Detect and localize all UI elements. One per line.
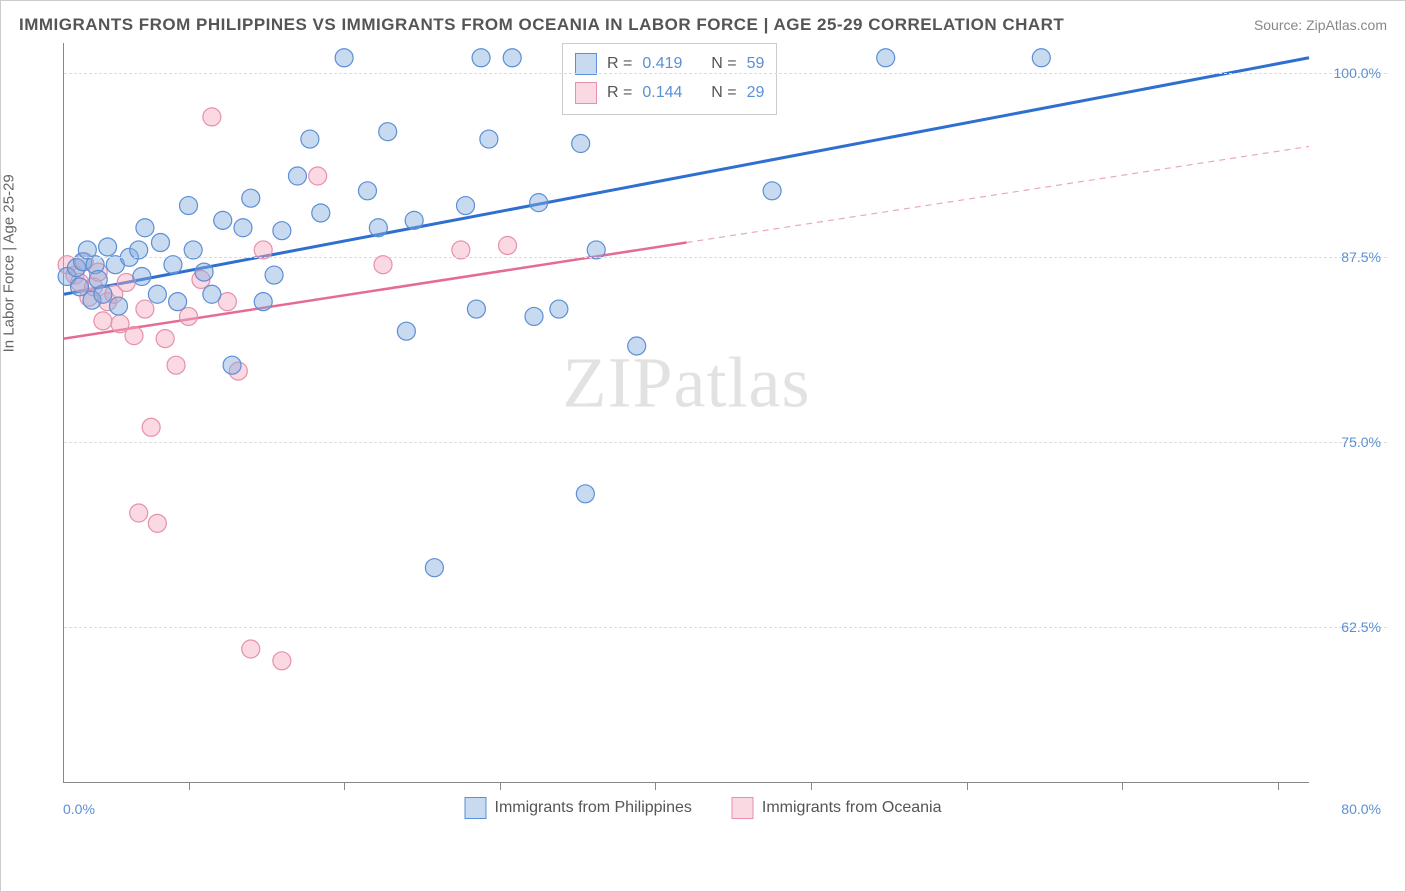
x-tick (1278, 782, 1279, 790)
y-axis-label: In Labor Force | Age 25-29 (1, 174, 18, 352)
gridline-h (64, 257, 1387, 258)
x-tick (344, 782, 345, 790)
y-tick-value: 87.5% (1341, 249, 1381, 265)
x-tick (967, 782, 968, 790)
gridline-h (64, 627, 1387, 628)
source-label: Source: ZipAtlas.com (1254, 17, 1387, 33)
x-tick-left: 0.0% (63, 801, 95, 817)
x-tick (811, 782, 812, 790)
chart-title: IMMIGRANTS FROM PHILIPPINES VS IMMIGRANT… (19, 15, 1064, 35)
plot-wrapper: In Labor Force | Age 25-29 ZIPatlas R = … (19, 43, 1387, 823)
gridline-h (64, 73, 1387, 74)
legend-item-pink: Immigrants from Oceania (732, 797, 942, 819)
x-tick (189, 782, 190, 790)
legend-correlation: R = 0.419 N = 59 R = 0.144 N = 29 (562, 43, 777, 115)
swatch-pink-icon (732, 797, 754, 819)
y-tick-value: 62.5% (1341, 619, 1381, 635)
chart-svg (64, 43, 1309, 782)
x-tick (655, 782, 656, 790)
y-tick-value: 100.0% (1334, 65, 1381, 81)
swatch-pink-icon (575, 82, 597, 104)
gridline-h (64, 442, 1387, 443)
swatch-blue-icon (464, 797, 486, 819)
plot-area: ZIPatlas R = 0.419 N = 59 R = 0.144 (63, 43, 1309, 783)
legend-row-blue: R = 0.419 N = 59 (575, 50, 764, 79)
x-tick (1122, 782, 1123, 790)
x-tick (500, 782, 501, 790)
legend-row-pink: R = 0.144 N = 29 (575, 79, 764, 108)
y-tick-value: 75.0% (1341, 434, 1381, 450)
legend-item-blue: Immigrants from Philippines (464, 797, 691, 819)
x-tick-right: 80.0% (1341, 801, 1381, 817)
legend-series: Immigrants from Philippines Immigrants f… (464, 797, 941, 819)
